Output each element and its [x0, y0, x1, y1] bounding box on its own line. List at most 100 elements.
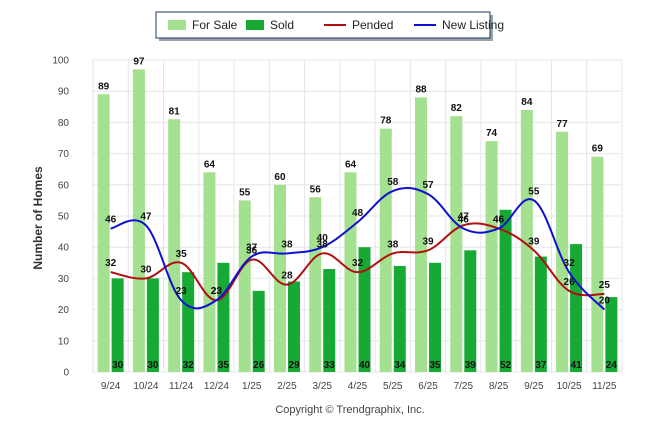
bar-sold — [464, 250, 477, 372]
data-label: 38 — [317, 239, 329, 250]
y-tick-label: 0 — [63, 368, 69, 379]
legend-item: Pended — [324, 18, 393, 32]
x-tick-label: 6/25 — [418, 381, 438, 392]
y-tick-label: 20 — [58, 305, 70, 316]
legend-label: New Listing — [442, 18, 504, 32]
grid — [92, 59, 623, 373]
data-label: 36 — [246, 246, 258, 257]
data-label: 77 — [557, 119, 569, 130]
data-label: 35 — [176, 249, 188, 260]
legend-label: For Sale — [192, 18, 238, 32]
bar-for-sale — [344, 172, 357, 372]
y-tick-label: 50 — [58, 212, 70, 223]
x-tick-label: 12/24 — [204, 381, 229, 392]
data-label: 40 — [359, 360, 371, 371]
bar-for-sale — [415, 97, 428, 372]
data-label: 34 — [394, 360, 406, 371]
x-tick-label: 1/25 — [242, 381, 262, 392]
data-label: 48 — [352, 208, 364, 219]
data-label: 46 — [493, 214, 505, 225]
bar-sold — [252, 290, 265, 372]
line-new-listing — [110, 187, 606, 311]
bar-sold — [499, 209, 512, 372]
bar-sold — [393, 265, 406, 372]
data-label: 28 — [281, 271, 293, 282]
data-label: 88 — [415, 84, 427, 95]
x-tick-label: 5/25 — [383, 381, 403, 392]
data-label: 74 — [486, 128, 498, 139]
data-labels: 89 97 81 64 55 60 56 64 78 88 82 74 84 77 69 30 30 32 35 26… — [98, 56, 617, 371]
y-tick-label: 90 — [58, 87, 70, 98]
data-label: 81 — [169, 106, 181, 117]
data-label: 32 — [564, 258, 576, 269]
data-label: 46 — [458, 214, 470, 225]
data-label: 25 — [599, 280, 611, 291]
bar-for-sale — [520, 109, 533, 373]
x-tick-label: 4/25 — [348, 381, 368, 392]
x-axis-ticks: 9/24 10/24 11/24 12/24 1/25 2/25 3/25 4/25 5/25 6… — [101, 381, 617, 392]
data-label: 47 — [458, 211, 470, 222]
data-label: 29 — [288, 360, 300, 371]
data-label: 35 — [429, 360, 441, 371]
bar-for-sale — [273, 184, 286, 372]
bar-sold — [111, 278, 124, 372]
data-label: 32 — [183, 360, 195, 371]
data-label: 64 — [345, 159, 357, 170]
bar-for-sale — [168, 119, 181, 372]
bar-sold — [358, 247, 371, 372]
bar-for-sale — [379, 128, 392, 372]
bar-for-sale — [203, 172, 216, 372]
data-label: 30 — [140, 264, 152, 275]
data-label: 39 — [465, 360, 477, 371]
y-tick-label: 60 — [58, 180, 70, 191]
data-label: 24 — [606, 360, 618, 371]
bar-for-sale — [591, 156, 604, 372]
lines — [110, 187, 606, 311]
data-label: 84 — [521, 97, 533, 108]
data-label: 55 — [239, 187, 251, 198]
legend: For Sale Sold Pended New Listing — [155, 11, 504, 41]
bar-sold — [182, 272, 195, 372]
data-label: 38 — [281, 239, 293, 250]
x-tick-label: 9/25 — [524, 381, 544, 392]
data-label: 46 — [105, 214, 117, 225]
y-tick-label: 80 — [58, 118, 70, 129]
data-label: 32 — [352, 258, 364, 269]
legend-swatch — [168, 20, 186, 30]
data-label: 26 — [564, 277, 576, 288]
data-label: 38 — [387, 239, 399, 250]
data-label: 52 — [500, 360, 512, 371]
y-tick-label: 10 — [58, 336, 70, 347]
y-tick-label: 70 — [58, 149, 70, 160]
x-tick-label: 11/24 — [169, 381, 194, 392]
data-label: 82 — [451, 103, 463, 114]
bar-sold — [287, 281, 300, 372]
data-label: 23 — [211, 286, 223, 297]
legend-item: For Sale — [168, 18, 238, 32]
legend-item: Sold — [246, 18, 294, 32]
y-tick-label: 30 — [58, 274, 70, 285]
copyright: Copyright © Trendgraphix, Inc. — [275, 404, 424, 416]
bar-for-sale — [97, 94, 110, 372]
x-tick-label: 7/25 — [454, 381, 474, 392]
y-tick-label: 40 — [58, 243, 70, 254]
bar-sold — [323, 269, 336, 372]
bar-for-sale — [238, 200, 251, 372]
data-label: 56 — [310, 184, 322, 195]
bar-sold — [570, 244, 583, 372]
x-tick-label: 9/24 — [101, 381, 121, 392]
y-tick-label: 100 — [52, 56, 69, 67]
data-label: 33 — [324, 360, 336, 371]
x-tick-label: 3/25 — [312, 381, 332, 392]
data-label: 60 — [274, 172, 286, 183]
data-label: 39 — [528, 236, 540, 247]
data-label: 40 — [317, 233, 329, 244]
data-label: 64 — [204, 159, 216, 170]
bars — [97, 69, 618, 373]
data-label: 20 — [599, 296, 611, 307]
data-label: 30 — [112, 360, 124, 371]
legend-swatch — [246, 20, 264, 30]
data-label: 37 — [535, 360, 547, 371]
x-tick-label: 8/25 — [489, 381, 509, 392]
y-axis-ticks: 0 10 20 30 40 50 60 70 80 90 100 — [52, 56, 69, 379]
